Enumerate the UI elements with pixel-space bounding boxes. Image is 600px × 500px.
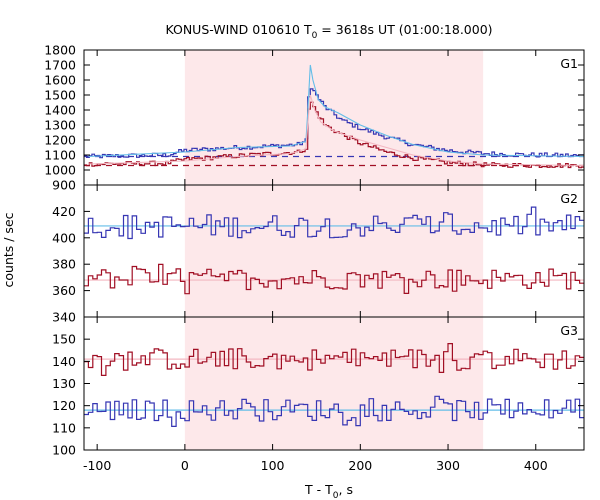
panel-label-g2: G2 [560, 191, 578, 206]
y-tick-label: 1700 [44, 58, 76, 73]
y-tick-label: 340 [52, 310, 76, 325]
y-tick-label: 1000 [44, 163, 76, 178]
count-series-blue [84, 206, 584, 240]
y-tick-label: 1600 [44, 73, 76, 88]
y-tick-label: 360 [52, 283, 76, 298]
y-tick-label: 150 [52, 332, 76, 347]
y-tick-label: 1500 [44, 88, 76, 103]
y-tick-label: 900 [52, 178, 76, 193]
x-axis-label: T - T0, s [304, 482, 353, 500]
data-layer [84, 64, 585, 427]
y-tick-label: 380 [52, 257, 76, 272]
panel-label-g1: G1 [560, 56, 578, 71]
shaded-interval [184, 50, 484, 450]
y-tick-label: 1400 [44, 103, 76, 118]
x-tick-label: 200 [348, 458, 372, 473]
y-tick-label: 1200 [44, 133, 76, 148]
count-series-red [84, 343, 584, 376]
x-tick-label: 0 [181, 458, 189, 473]
count-series-red [84, 101, 584, 169]
x-tick-label: 100 [261, 458, 285, 473]
axes-layer: 900100011001200130014001500160017001800G… [44, 43, 585, 473]
y-tick-label: 130 [52, 376, 76, 391]
count-series-red [84, 263, 584, 295]
x-tick-label: -100 [83, 458, 111, 473]
panel-g3 [84, 343, 584, 427]
y-tick-label: 140 [52, 354, 76, 369]
y-tick-label: 120 [52, 398, 76, 413]
x-tick-label: 300 [436, 458, 460, 473]
y-tick-label: 1800 [44, 43, 76, 58]
panel-g1 [84, 64, 585, 169]
fine-curve-cyan [88, 64, 585, 158]
shaded-interval-layer [184, 50, 484, 450]
y-tick-label: 100 [52, 443, 76, 458]
y-axis-label: counts / sec [1, 212, 16, 287]
y-tick-label: 110 [52, 420, 76, 435]
x-tick-label: 400 [524, 458, 548, 473]
y-tick-label: 1300 [44, 118, 76, 133]
panel-g2 [84, 206, 584, 295]
y-tick-label: 1100 [44, 148, 76, 163]
fine-curve-pink [88, 94, 585, 167]
chart-title: KONUS-WIND 010610 T0 = 3618s UT (01:00:1… [165, 22, 492, 41]
y-tick-label: 420 [52, 204, 76, 219]
y-tick-label: 400 [52, 230, 76, 245]
panel-label-g3: G3 [560, 323, 578, 338]
count-series-blue [84, 395, 584, 427]
